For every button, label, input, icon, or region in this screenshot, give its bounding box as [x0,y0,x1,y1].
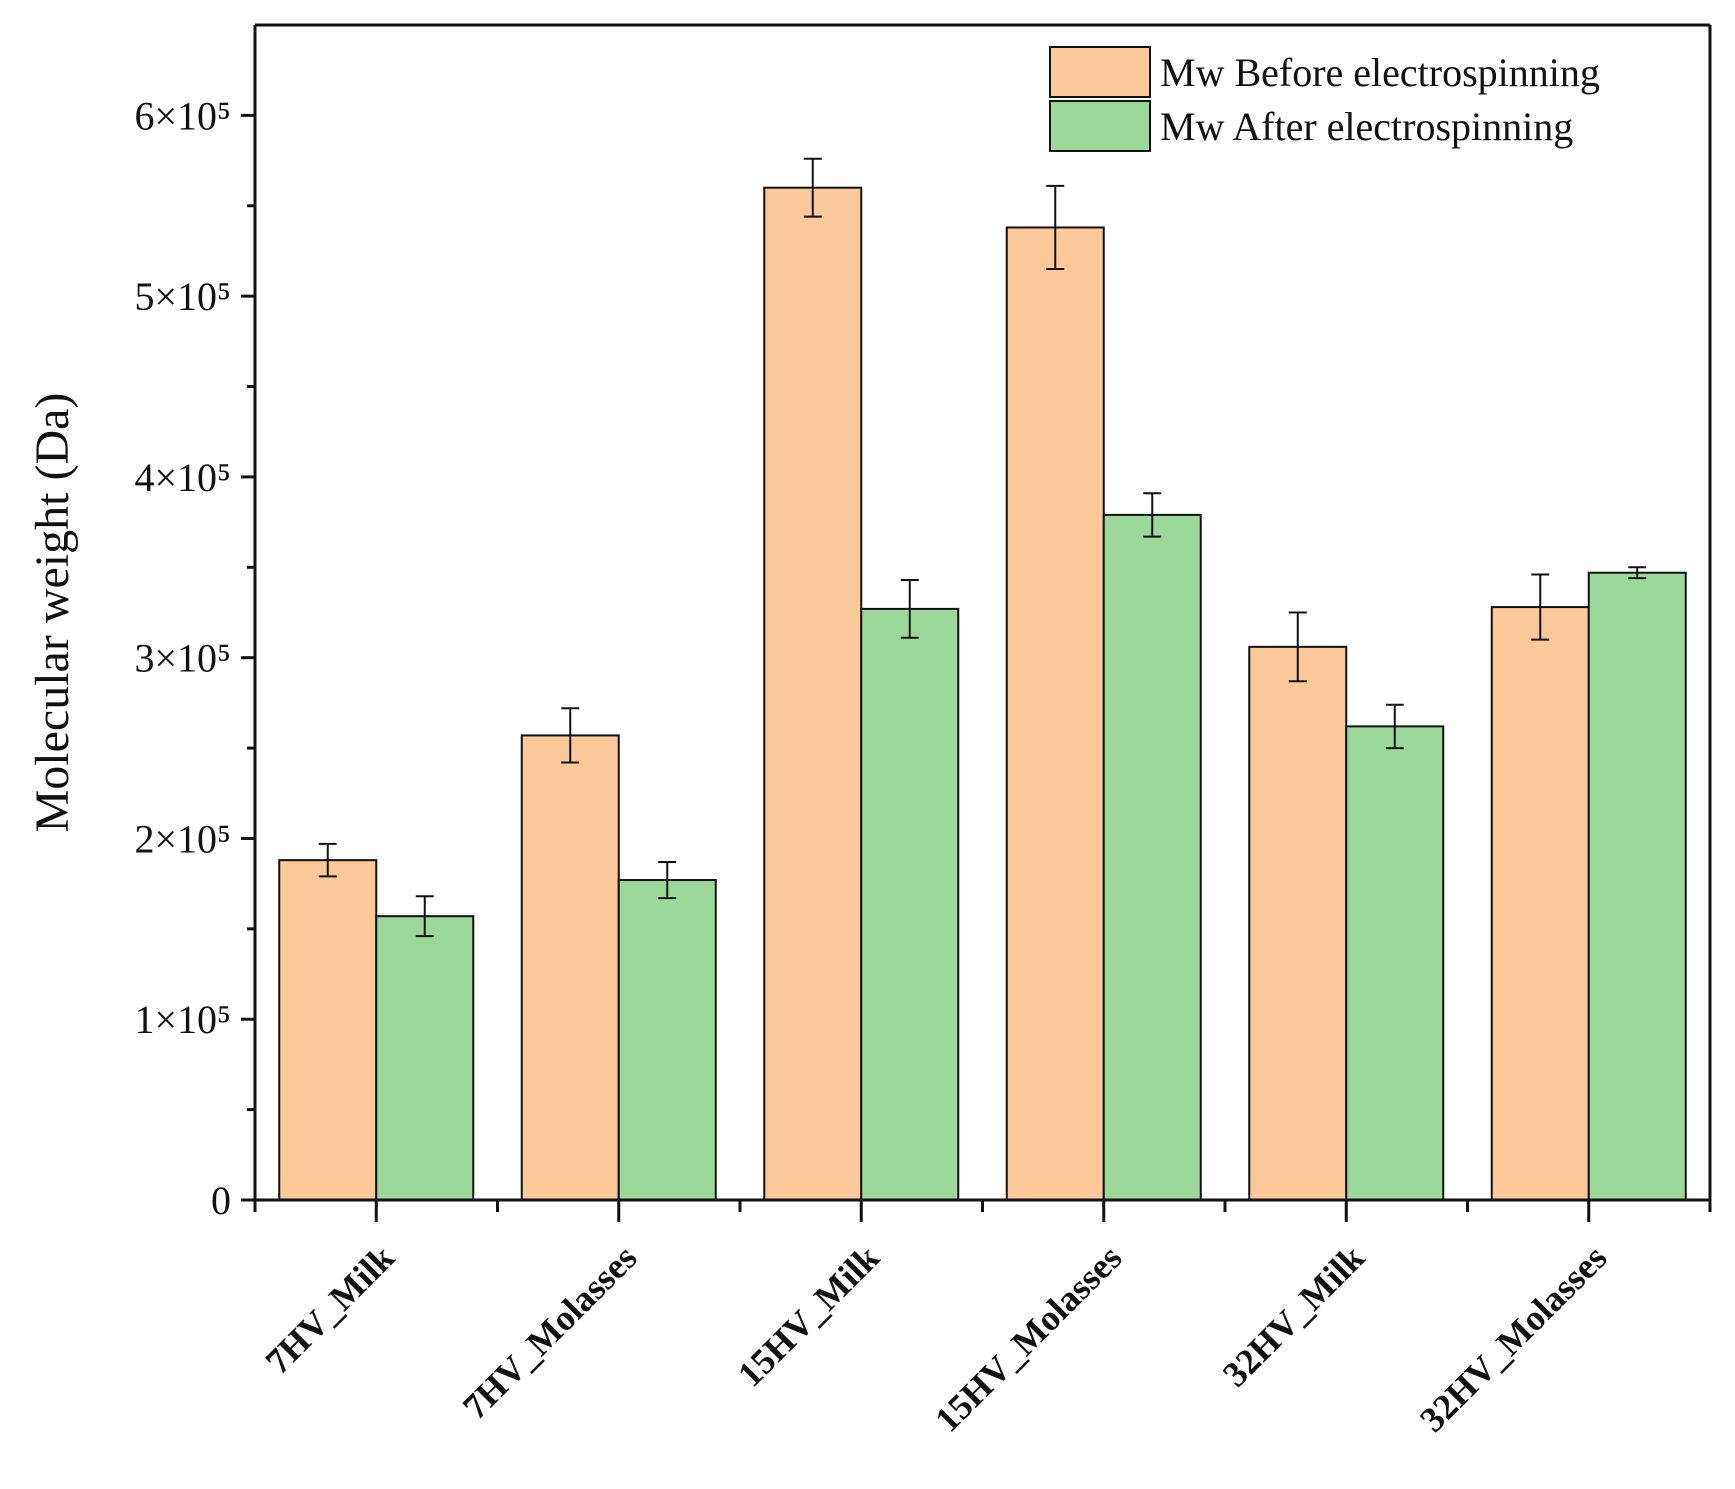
legend-label-after: Mw After electrospinning [1160,104,1573,149]
bar-after [1102,513,1202,1201]
y-tick-label: 2×10⁵ [134,816,231,861]
x-tick-label: 7HV_Milk [258,1237,402,1381]
y-tick-label: 1×10⁵ [134,997,231,1042]
bar-after [860,607,960,1201]
plot-area [278,157,1687,1202]
legend-swatch-before [1049,46,1151,98]
legend-swatch-after [1049,100,1151,152]
y-axis-title: Molecular weight (Da) [26,393,79,833]
bar-after [375,915,475,1201]
bar-before [1248,645,1348,1201]
y-tick-label: 4×10⁵ [134,455,231,500]
y-tick-label: 5×10⁵ [134,274,231,319]
legend-label-before: Mw Before electrospinning [1160,50,1600,95]
y-tick-label: 3×10⁵ [134,636,231,681]
bar-after [617,879,717,1201]
x-tick-label: 15HV_Molasses [927,1237,1129,1439]
bar-before [1490,606,1590,1201]
x-tick-label: 32HV_Milk [1215,1237,1372,1394]
bar-before [1005,226,1105,1201]
legend: Mw Before electrospinning Mw After electr… [1049,46,1600,152]
y-tick-label: 6×10⁵ [134,93,231,138]
bar-before [520,734,620,1202]
bar-after [1345,725,1445,1202]
x-tick-label: 15HV_Milk [730,1237,887,1394]
x-tick-label: 32HV_Molasses [1412,1237,1614,1439]
bar-before [763,186,863,1201]
y-tick-label: 0 [211,1178,231,1223]
x-tick-label: 7HV_Molasses [455,1237,645,1427]
bar-before [278,859,378,1202]
bar-after [1587,571,1687,1201]
